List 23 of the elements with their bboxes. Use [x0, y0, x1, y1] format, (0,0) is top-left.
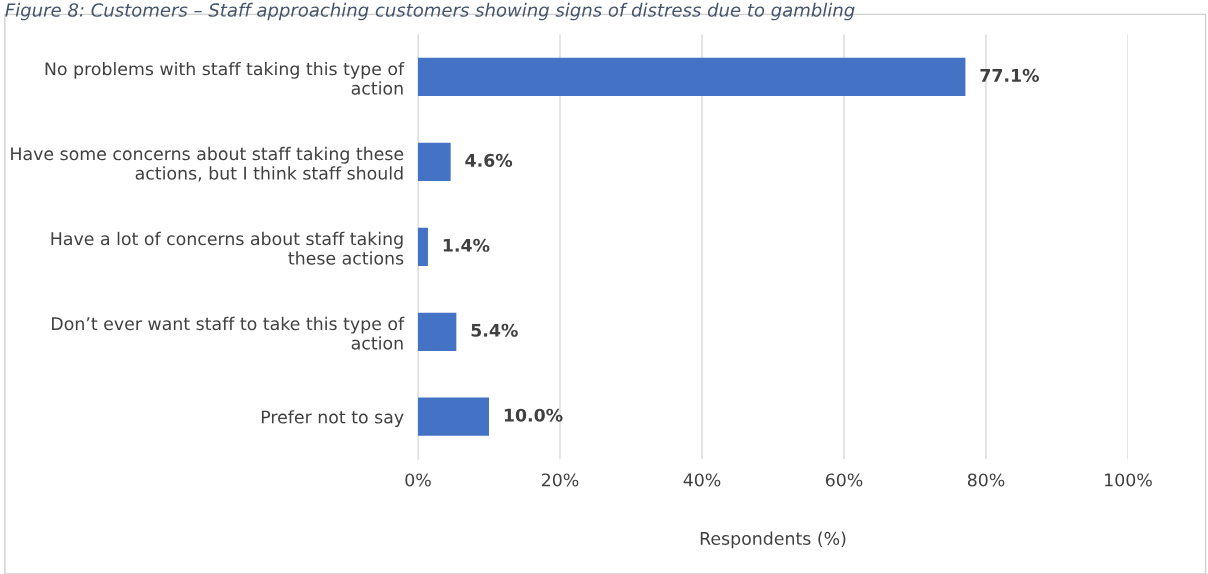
bar: [418, 227, 428, 266]
y-tick-label: Don’t ever want staff to take this type of action: [52, 316, 405, 350]
x-axis-title: Respondents (%): [700, 531, 846, 549]
x-tick-label: 40%: [683, 473, 721, 487]
bar: [418, 57, 966, 97]
data-label: 77.1%: [980, 68, 1039, 82]
data-label: 10.0%: [504, 408, 563, 422]
x-tick-label: 20%: [541, 473, 579, 487]
y-tick-label: Prefer not to say: [261, 410, 404, 427]
data-label: 5.4%: [471, 323, 518, 337]
x-tick-label: 60%: [825, 473, 863, 487]
bar: [418, 142, 451, 181]
data-label: 4.6%: [465, 153, 513, 167]
data-label: 1.4%: [443, 238, 490, 252]
bar: [418, 312, 457, 351]
y-tick-label: No problems with staff taking this type of action: [45, 61, 405, 95]
y-tick-label: Have some concerns about staff taking these actions, but I think staff should: [11, 146, 404, 182]
x-tick-label: 100%: [1105, 473, 1152, 487]
bar: [418, 397, 489, 436]
x-tick-label: 0%: [405, 473, 431, 487]
x-tick-label: 80%: [967, 473, 1005, 487]
y-tick-label: Have a lot of concerns about staff taking these actions: [51, 231, 404, 265]
chart-title: Figure 8: Customers – Staff approaching customers showing signs of distress due to gambling: [5, 2, 855, 21]
